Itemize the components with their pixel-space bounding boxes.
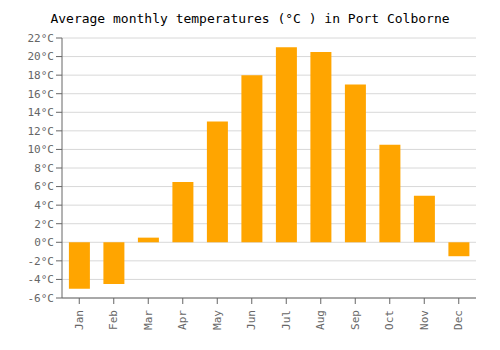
svg-text:Jul: Jul bbox=[280, 310, 293, 330]
svg-text:-2°C: -2°C bbox=[28, 255, 55, 268]
svg-text:8°C: 8°C bbox=[34, 162, 54, 175]
svg-text:20°C: 20°C bbox=[28, 50, 55, 63]
svg-text:6°C: 6°C bbox=[34, 180, 54, 193]
svg-text:Feb: Feb bbox=[107, 310, 120, 330]
svg-text:Nov: Nov bbox=[418, 310, 431, 330]
svg-text:18°C: 18°C bbox=[28, 69, 55, 82]
svg-text:May: May bbox=[211, 310, 224, 330]
svg-text:14°C: 14°C bbox=[28, 106, 55, 119]
svg-text:16°C: 16°C bbox=[28, 88, 55, 101]
svg-text:12°C: 12°C bbox=[28, 125, 55, 138]
svg-text:4°C: 4°C bbox=[34, 199, 54, 212]
svg-text:Oct: Oct bbox=[383, 310, 396, 330]
html-text:Average monthly temperatures (: Average monthly temperatures (°C ) in Po… bbox=[50, 11, 450, 26]
svg-text:Jun: Jun bbox=[245, 310, 258, 330]
svg-text:-4°C: -4°C bbox=[28, 273, 55, 286]
svg-text:22°C: 22°C bbox=[28, 32, 55, 45]
svg-text:2°C: 2°C bbox=[34, 218, 54, 231]
svg-text:0°C: 0°C bbox=[34, 236, 54, 249]
svg-text:Sep: Sep bbox=[349, 310, 362, 330]
svg-text:Mar: Mar bbox=[142, 310, 155, 330]
svg-text:10°C: 10°C bbox=[28, 143, 55, 156]
svg-text:-6°C: -6°C bbox=[28, 292, 55, 305]
svg-text:Dec: Dec bbox=[452, 310, 465, 330]
svg-text:Aug: Aug bbox=[314, 310, 327, 330]
svg-text:Apr: Apr bbox=[176, 310, 189, 330]
svg-text:Jan: Jan bbox=[73, 310, 86, 330]
